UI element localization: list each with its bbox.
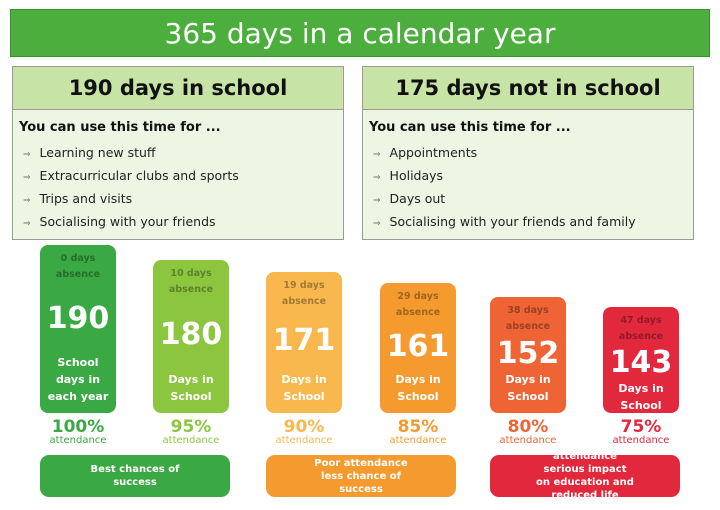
- percent: 75%: [620, 417, 662, 437]
- panel: 190 days in school You can use this time …: [12, 66, 344, 240]
- item-list: Learning new stuffExtracurricular clubs …: [13, 141, 343, 233]
- school-days: 180: [159, 317, 223, 352]
- absence-days: 0 days absence: [55, 253, 101, 280]
- panel: 175 days not in school You can use this t…: [362, 66, 694, 240]
- panel-heading: 190 days in school: [13, 67, 343, 110]
- list-item: Trips and visits: [23, 187, 343, 210]
- attendance-card: 10 days absence 180 Days in School: [153, 260, 229, 413]
- school-days: 152: [496, 335, 560, 371]
- caption: attendance: [162, 435, 220, 446]
- school-days: 143: [609, 345, 673, 380]
- outcome-banner: Very poor attendance serious impact on e…: [490, 438, 680, 510]
- days-label: Days in School: [281, 373, 327, 403]
- caption: attendance: [389, 435, 447, 446]
- percent: 85%: [397, 417, 439, 437]
- attendance-card: 29 days absence 161 Days in School: [380, 283, 456, 413]
- days-label: Days in School: [505, 373, 551, 403]
- list-item: Days out: [373, 187, 693, 210]
- caption: attendance: [612, 435, 670, 446]
- percent: 95%: [170, 417, 212, 437]
- percent: 80%: [507, 417, 549, 437]
- list-item: Appointments: [373, 141, 693, 164]
- days-label: Days in School: [168, 373, 214, 403]
- panel-intro: You can use this time for ...: [19, 120, 221, 135]
- list-item: Holidays: [373, 164, 693, 187]
- attendance-percent: 95% attendance: [141, 418, 241, 446]
- item-list: AppointmentsHolidaysDays outSocialising …: [363, 141, 693, 233]
- outcome-banner: Best chances of success: [40, 455, 230, 497]
- caption: attendance: [275, 435, 333, 446]
- title: 365 days in a calendar year: [10, 9, 710, 57]
- percent: 90%: [283, 417, 325, 437]
- absence-days: 47 days absence: [618, 315, 664, 342]
- attendance-percent: 100% attendance: [28, 418, 128, 446]
- attendance-percent: 90% attendance: [254, 418, 354, 446]
- outcome-banner: Poor attendance less chance of success: [266, 455, 456, 497]
- attendance-percent: 80% attendance: [478, 418, 578, 446]
- caption: attendance: [499, 435, 557, 446]
- attendance-percent: 75% attendance: [591, 418, 691, 446]
- days-label: Days in School: [618, 382, 664, 412]
- school-days: 190: [46, 301, 110, 336]
- days-label: Days in School: [395, 373, 441, 403]
- list-item: Extracurricular clubs and sports: [23, 164, 343, 187]
- school-days: 171: [272, 323, 336, 358]
- absence-days: 29 days absence: [395, 291, 441, 318]
- panel-intro: You can use this time for ...: [369, 120, 571, 135]
- attendance-card: 19 days absence 171 Days in School: [266, 272, 342, 413]
- panel-heading: 175 days not in school: [363, 67, 693, 110]
- absence-days: 19 days absence: [281, 280, 327, 307]
- attendance-card: 47 days absence 143 Days in School: [603, 307, 679, 413]
- list-item: Socialising with your friends: [23, 210, 343, 233]
- caption: attendance: [49, 435, 107, 446]
- list-item: Socialising with your friends and family: [373, 210, 693, 233]
- attendance-card: 38 days absence 152 Days in School: [490, 297, 566, 413]
- attendance-percent: 85% attendance: [368, 418, 468, 446]
- percent: 100%: [51, 417, 105, 437]
- absence-days: 38 days absence: [505, 305, 551, 332]
- absence-days: 10 days absence: [168, 268, 214, 295]
- days-label: School days in each year: [47, 356, 109, 403]
- list-item: Learning new stuff: [23, 141, 343, 164]
- attendance-card: 0 days absence 190 School days in each yea…: [40, 245, 116, 413]
- school-days: 161: [386, 328, 450, 364]
